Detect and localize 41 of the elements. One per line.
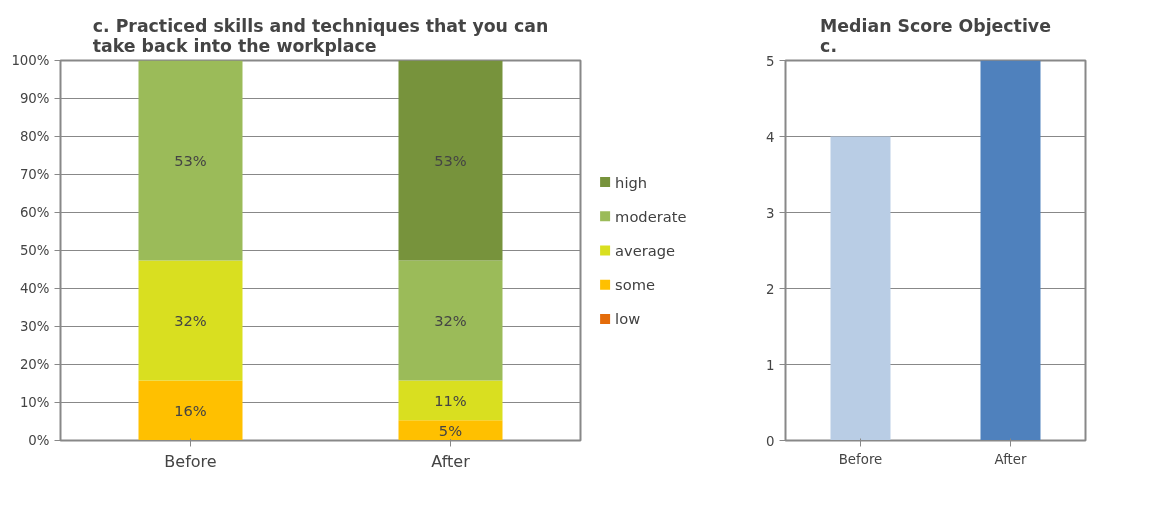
bar	[398, 380, 503, 421]
data-label: 32%	[434, 311, 467, 329]
y-tick-label: 40%	[19, 281, 50, 296]
y-tick-label: 60%	[19, 205, 50, 220]
y-tick-label: 20%	[19, 357, 50, 372]
y-tick-label: 90%	[19, 91, 50, 106]
y-tick-label: 4	[766, 129, 775, 145]
bar	[138, 260, 243, 381]
data-label: 5%	[438, 421, 463, 439]
y-tick-label: 0%	[28, 433, 50, 448]
x-tick-label: Before	[838, 451, 883, 467]
y-tick-label: 2	[766, 281, 775, 297]
data-label: 53%	[434, 151, 467, 169]
y-tick-label: 5	[766, 53, 775, 69]
legend-label: some	[615, 276, 656, 294]
x-tick-label: After	[431, 451, 471, 471]
y-tick-label: 70%	[19, 167, 50, 182]
data-label: 16%	[174, 401, 207, 419]
data-label: 53%	[174, 151, 207, 169]
y-tick-label: 50%	[19, 243, 50, 258]
legend-label: average	[615, 242, 676, 259]
y-tick-label: 100%	[11, 53, 50, 68]
x-tick-label: After	[994, 451, 1028, 467]
legend-label: low	[615, 310, 641, 328]
x-tick-label: Before	[164, 451, 217, 471]
data-label: 11%	[434, 391, 467, 409]
y-tick-label: 10%	[19, 395, 50, 410]
data-label: 32%	[174, 311, 207, 329]
legend-label: high	[615, 173, 648, 191]
bar	[138, 380, 243, 441]
y-tick-label: 80%	[19, 129, 50, 144]
y-tick-label: 3	[766, 205, 775, 221]
bar	[398, 260, 503, 381]
chart-title: c. Practiced skills and techniques that you can take back into the workplace	[92, 15, 549, 56]
chart-title: Median Score Objective c.	[820, 15, 1051, 56]
bar	[138, 60, 243, 261]
y-tick-label: 30%	[19, 319, 50, 334]
legend-label: moderate	[615, 207, 687, 225]
y-tick-label: 0	[766, 433, 775, 449]
bar	[398, 60, 503, 261]
y-tick-label: 1	[766, 357, 775, 373]
